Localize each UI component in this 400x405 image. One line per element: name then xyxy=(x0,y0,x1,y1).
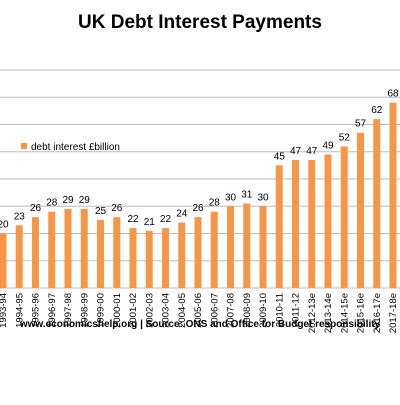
bar xyxy=(243,203,251,288)
value-label: 57 xyxy=(355,119,367,130)
value-label: 30 xyxy=(257,192,269,203)
bar xyxy=(145,230,153,288)
value-label: 29 xyxy=(62,195,74,206)
value-label: 26 xyxy=(192,203,204,214)
x-tick-label: 2010-11 xyxy=(274,293,285,327)
value-label: 22 xyxy=(127,214,139,225)
x-tick-label: 2008-09 xyxy=(242,293,253,328)
bar xyxy=(32,217,39,288)
bar xyxy=(275,165,283,288)
value-label: 24 xyxy=(176,209,188,220)
value-label: 45 xyxy=(274,151,286,162)
bar xyxy=(97,219,104,288)
x-tick-label: 2015-16e xyxy=(356,293,367,333)
x-tick-label: 2004-05 xyxy=(177,293,188,328)
bar xyxy=(113,217,121,288)
bar xyxy=(373,119,381,288)
x-tick-label: 2005-06 xyxy=(193,293,204,328)
value-label: 30 xyxy=(225,192,237,203)
x-tick-label: 2017-18e xyxy=(388,293,399,333)
bar xyxy=(292,159,299,288)
bar xyxy=(259,206,267,288)
value-label: 47 xyxy=(306,146,318,157)
x-tick-label: 2011-12 xyxy=(291,293,302,327)
x-tick-label: 2006-07 xyxy=(209,293,220,328)
bar xyxy=(64,208,72,288)
x-tick-label: 1996-97 xyxy=(47,293,58,328)
x-tick-label: 2001-02 xyxy=(128,293,139,328)
value-label: 68 xyxy=(387,89,399,100)
x-tick-label: 1994-95 xyxy=(14,293,25,328)
value-label: 52 xyxy=(339,132,351,143)
legend-label: debt interest £billion xyxy=(31,142,120,153)
x-tick-label: 2009-10 xyxy=(258,293,269,328)
value-label: 62 xyxy=(371,105,383,116)
bar xyxy=(308,159,316,288)
value-label: 23 xyxy=(14,211,26,222)
value-label: 26 xyxy=(30,203,42,214)
value-label: 26 xyxy=(111,203,123,214)
x-tick-label: 1995-96 xyxy=(31,293,42,328)
bar xyxy=(129,228,137,288)
x-tick-label: 1999-00 xyxy=(96,293,107,328)
x-tick-label: 2014-15e xyxy=(339,293,350,333)
value-label: 20 xyxy=(0,220,9,231)
source: www.economicshelp.org | Source: ONS and … xyxy=(19,319,381,330)
value-label: 31 xyxy=(241,190,253,201)
bar xyxy=(162,228,169,288)
x-tick-label: 2013-14e xyxy=(323,293,334,333)
bar xyxy=(389,102,397,288)
x-tick-label: 2012-13e xyxy=(307,293,318,333)
x-tick-label: 2016-17e xyxy=(372,293,383,333)
x-tick-label: 2000-01 xyxy=(112,293,123,328)
bar xyxy=(0,233,7,288)
x-tick-label: 1998-99 xyxy=(79,293,90,328)
bar xyxy=(227,206,234,288)
value-label: 47 xyxy=(290,146,302,157)
x-tick-label: 2002-03 xyxy=(144,293,155,328)
bar xyxy=(15,225,23,288)
bar xyxy=(178,222,186,288)
value-label: 29 xyxy=(79,195,91,206)
bar xyxy=(357,132,364,288)
value-label: 21 xyxy=(144,217,156,228)
x-tick-label: 1997-98 xyxy=(63,293,74,328)
value-label: 25 xyxy=(95,206,107,217)
value-label: 49 xyxy=(322,140,334,151)
chart-title: UK Debt Interest Payments xyxy=(78,12,322,33)
legend-swatch xyxy=(21,143,27,149)
x-tick-label: 2003-04 xyxy=(161,293,172,328)
bar xyxy=(324,154,332,288)
x-tick-label: 1993-94 xyxy=(0,293,9,328)
bar xyxy=(194,217,202,288)
value-label: 22 xyxy=(160,214,172,225)
bar xyxy=(210,211,218,288)
value-label: 28 xyxy=(209,198,221,209)
bar xyxy=(340,146,348,288)
x-tick-label: 2007-08 xyxy=(226,293,237,328)
bar xyxy=(80,208,88,288)
value-label: 28 xyxy=(46,198,58,209)
bar xyxy=(48,211,56,288)
